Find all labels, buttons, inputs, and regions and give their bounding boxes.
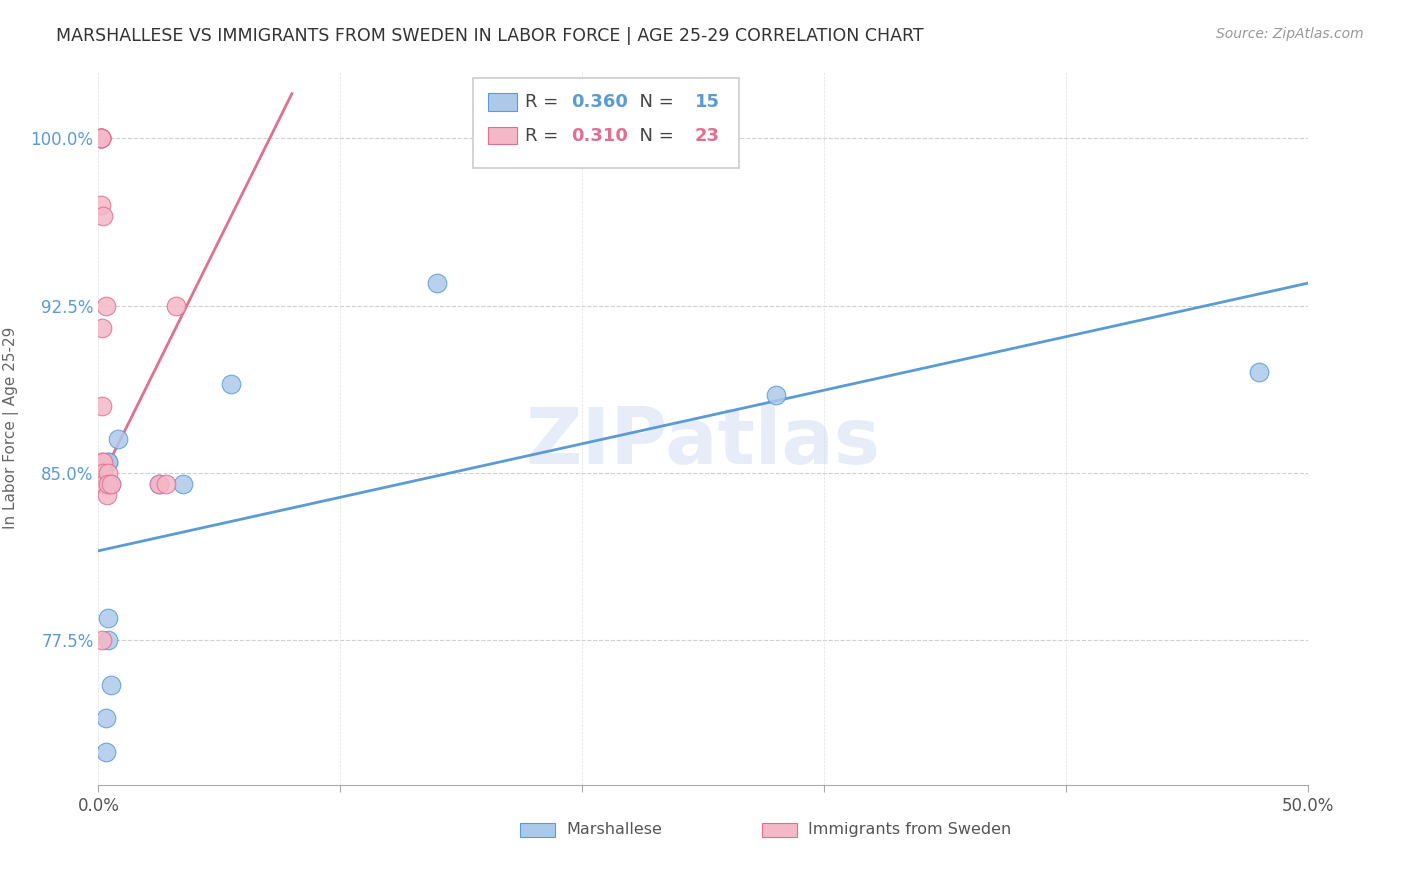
Point [765, 387, 787, 401]
Point [100, 677, 122, 691]
Text: 15: 15 [695, 93, 720, 111]
Point [221, 376, 243, 391]
Text: 0.310: 0.310 [571, 127, 628, 145]
FancyBboxPatch shape [474, 78, 740, 168]
Point [97, 454, 120, 468]
Point [172, 476, 194, 491]
Point [91, 454, 114, 468]
Point [90, 131, 112, 145]
Point [107, 432, 129, 446]
FancyBboxPatch shape [488, 94, 517, 111]
Point [155, 476, 177, 491]
Point [91, 633, 114, 648]
Point [97, 454, 120, 468]
Point [90, 198, 112, 212]
Text: Source: ZipAtlas.com: Source: ZipAtlas.com [1216, 27, 1364, 41]
Point [90, 131, 112, 145]
Text: N =: N = [628, 127, 679, 145]
Point [94, 711, 117, 725]
Point [97, 476, 120, 491]
Point [100, 476, 122, 491]
Point [426, 276, 449, 290]
FancyBboxPatch shape [762, 822, 797, 837]
FancyBboxPatch shape [488, 127, 517, 145]
Point [96, 488, 118, 502]
Text: ZIPatlas: ZIPatlas [526, 404, 880, 481]
Text: 23: 23 [695, 127, 720, 145]
Text: R =: R = [526, 127, 564, 145]
Text: Marshallese: Marshallese [567, 822, 662, 838]
Point [90, 131, 112, 145]
Point [100, 476, 122, 491]
Text: MARSHALLESE VS IMMIGRANTS FROM SWEDEN IN LABOR FORCE | AGE 25-29 CORRELATION CHA: MARSHALLESE VS IMMIGRANTS FROM SWEDEN IN… [56, 27, 924, 45]
Point [97, 466, 120, 480]
Point [91, 454, 114, 468]
Point [90, 131, 112, 145]
Text: N =: N = [628, 93, 679, 111]
Point [91, 399, 114, 413]
Point [94, 744, 117, 758]
Y-axis label: In Labor Force | Age 25-29: In Labor Force | Age 25-29 [3, 327, 20, 529]
Text: R =: R = [526, 93, 564, 111]
Point [90, 131, 112, 145]
Point [97, 611, 120, 625]
Point [90, 131, 112, 145]
Point [91, 209, 114, 223]
Point [165, 298, 187, 313]
Point [91, 320, 114, 334]
Point [148, 476, 170, 491]
Text: 0.360: 0.360 [571, 93, 628, 111]
Point [148, 476, 170, 491]
Point [97, 633, 120, 648]
Point [94, 298, 117, 313]
Text: Immigrants from Sweden: Immigrants from Sweden [808, 822, 1011, 838]
FancyBboxPatch shape [520, 822, 555, 837]
Point [1249, 365, 1271, 379]
Point [93, 476, 115, 491]
Point [91, 466, 114, 480]
